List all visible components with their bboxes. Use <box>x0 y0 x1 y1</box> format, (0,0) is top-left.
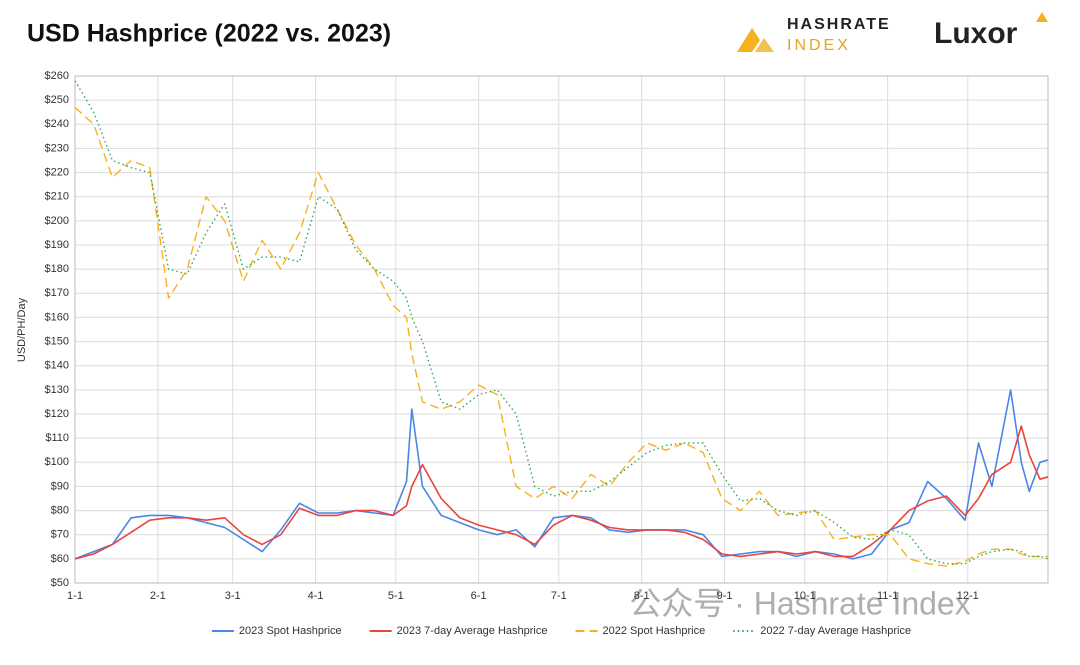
x-tick-label: 2-1 <box>150 590 166 602</box>
logo-text: HASHRATE <box>787 16 891 33</box>
y-tick-label: $50 <box>51 577 69 589</box>
x-tick-label: 4-1 <box>308 590 324 602</box>
y-tick-label: $70 <box>51 529 69 541</box>
logo-icon <box>755 38 774 52</box>
watermark: 公众号 · Hashrate Index <box>629 585 970 621</box>
y-tick-label: $160 <box>45 311 69 323</box>
legend-label: 2022 Spot Hashprice <box>603 625 706 637</box>
chart-title: USD Hashprice (2022 vs. 2023) <box>27 20 391 48</box>
x-tick-label: 5-1 <box>388 590 404 602</box>
y-tick-label: $250 <box>45 94 69 106</box>
y-tick-label: $80 <box>51 504 69 516</box>
legend-label: 2022 7-day Average Hashprice <box>760 625 911 637</box>
x-tick-label: 6-1 <box>471 590 487 602</box>
y-tick-label: $130 <box>45 384 69 396</box>
y-tick-label: $150 <box>45 335 69 347</box>
x-tick-label: 1-1 <box>67 590 83 602</box>
y-tick-label: $120 <box>45 408 69 420</box>
logo-text: INDEX <box>787 37 851 54</box>
x-tick-label: 10-1 <box>794 590 816 602</box>
x-tick-label: 12-1 <box>957 590 979 602</box>
x-tick-label: 7-1 <box>551 590 567 602</box>
y-tick-label: $260 <box>45 70 69 82</box>
series-line <box>74 106 1048 567</box>
luxor-logo: Luxor <box>934 17 1018 50</box>
y-tick-label: $140 <box>45 360 69 372</box>
y-tick-label: $170 <box>45 287 69 299</box>
y-tick-label: $200 <box>45 215 69 227</box>
y-tick-label: $100 <box>45 456 69 468</box>
y-tick-label: $240 <box>45 118 69 130</box>
legend-label: 2023 Spot Hashprice <box>239 625 342 637</box>
y-tick-label: $190 <box>45 239 69 251</box>
series-line <box>74 80 1049 565</box>
legend: 2023 Spot Hashprice 2023 7-day Average Ha… <box>211 625 911 637</box>
logo-icon <box>1036 12 1048 22</box>
y-tick-label: $220 <box>45 166 69 178</box>
x-tick-label: 3-1 <box>225 590 241 602</box>
y-tick-label: $60 <box>51 553 69 565</box>
x-tick-label: 11-1 <box>877 590 898 602</box>
x-tick-label: 9-1 <box>717 590 733 602</box>
y-axis-label: USD/PH/Day <box>16 297 28 362</box>
legend-label: 2023 7-day Average Hashprice <box>397 625 548 637</box>
hashrate-logo: HASHRATE INDEX <box>737 16 891 54</box>
y-tick-label: $90 <box>51 480 69 492</box>
y-tick-label: $210 <box>45 191 69 203</box>
plot-frame <box>74 75 1049 584</box>
logo-icon <box>737 28 760 52</box>
y-tick-label: $110 <box>45 432 69 444</box>
x-tick-label: 8-1 <box>634 590 650 602</box>
y-tick-label: $230 <box>45 142 69 154</box>
y-tick-label: $180 <box>45 263 69 275</box>
series-line <box>74 425 1049 560</box>
